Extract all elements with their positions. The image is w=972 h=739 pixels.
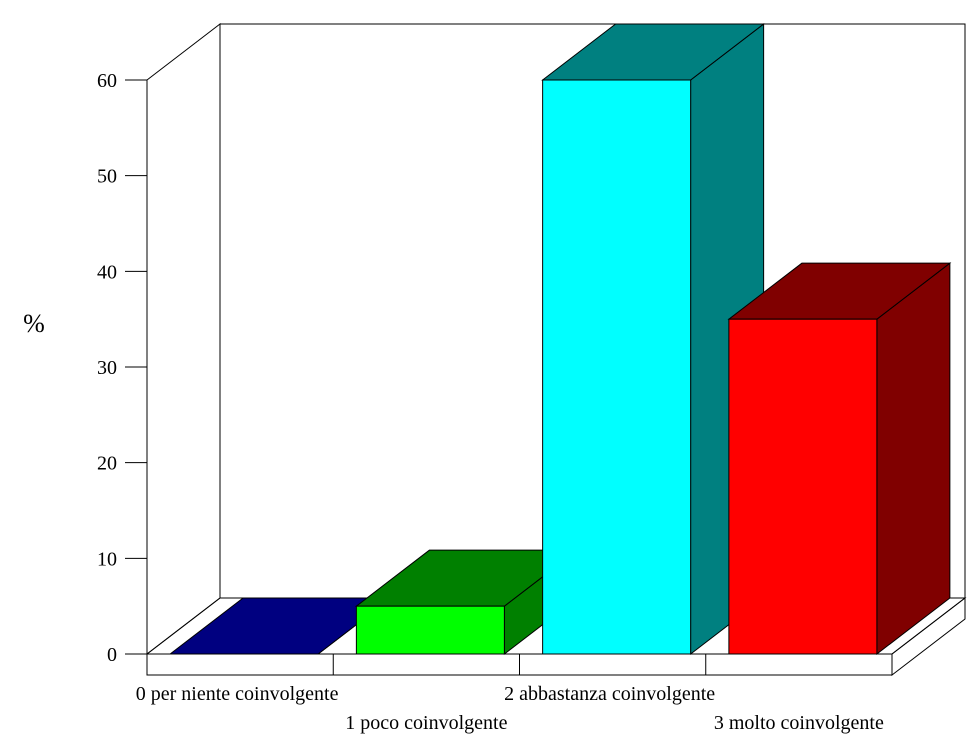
x-category-label: 0 per niente coinvolgente — [136, 683, 339, 705]
bar — [727, 262, 952, 656]
y-axis-ticks: 0 10 20 30 40 50 60 — [97, 70, 147, 666]
y-tick-label: 20 — [97, 453, 117, 475]
y-tick-label: 50 — [97, 166, 117, 188]
bar-front — [728, 318, 878, 655]
bar-front — [355, 605, 505, 655]
x-category-label: 1 poco coinvolgente — [345, 712, 507, 734]
bar-side — [876, 262, 951, 656]
y-tick-label: 60 — [97, 70, 117, 92]
base-side — [891, 596, 966, 677]
bar-front — [542, 79, 692, 655]
x-category-label: 2 abbastanza coinvolgente — [504, 683, 715, 705]
bars — [168, 22, 952, 656]
x-category-label: 3 molto coinvolgente — [714, 712, 884, 734]
y-axis-title: % — [23, 309, 45, 338]
x-axis-labels: 0 per niente coinvolgente 1 poco coinvolg… — [136, 683, 884, 734]
y-tick-label: 0 — [107, 644, 117, 666]
y-tick-label: 10 — [97, 548, 117, 570]
left-wall — [146, 22, 221, 656]
y-tick-label: 30 — [97, 357, 117, 379]
y-tick-label: 40 — [97, 261, 117, 283]
